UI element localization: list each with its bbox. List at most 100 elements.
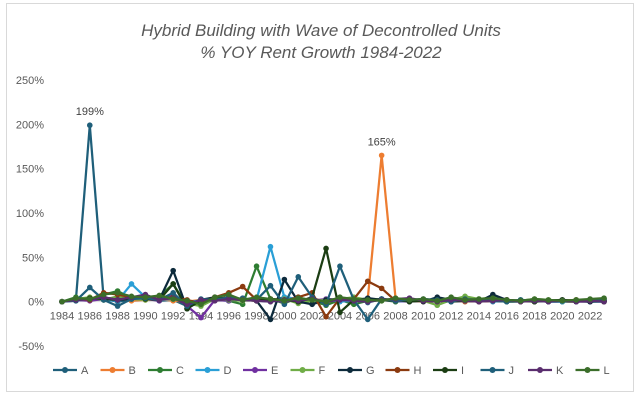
legend-item-I: I: [433, 365, 464, 377]
series-point-G: [170, 267, 176, 274]
data-label: 199%: [76, 106, 104, 118]
series-point-L: [462, 297, 468, 303]
legend-label: K: [556, 365, 564, 377]
series-point-J: [337, 263, 343, 270]
series-point-L: [156, 292, 163, 299]
series-point-E: [198, 314, 204, 321]
series-point-J: [295, 274, 302, 280]
series-layer: [59, 122, 607, 323]
series-point-L: [212, 294, 218, 301]
legend-label: E: [271, 365, 278, 377]
x-tick-label: 2022: [578, 311, 602, 323]
legend-label: F: [319, 365, 326, 377]
series-point-H: [239, 283, 246, 290]
y-axis-tick-labels: -50% 0% 50% 100% 150% 200% 250%: [16, 75, 44, 353]
legend-item-E: E: [243, 365, 278, 377]
series-point-L: [281, 297, 288, 304]
series-point-L: [295, 295, 302, 301]
data-label: 165%: [368, 136, 396, 148]
series-point-L: [490, 295, 496, 301]
series-point-J: [364, 316, 371, 323]
series-point-L: [170, 296, 176, 302]
x-tick-label: 2012: [439, 311, 463, 323]
x-axis-tick-labels: 1984198619881990199219941996199820002002…: [50, 311, 603, 323]
series-point-L: [587, 296, 593, 302]
legend-label: D: [224, 365, 232, 377]
series-point-L: [59, 298, 65, 305]
series-point-J: [114, 303, 121, 309]
series-point-L: [128, 293, 135, 300]
legend-item-B: B: [100, 365, 136, 377]
series-point-K: [114, 297, 121, 303]
series-point-L: [323, 298, 329, 305]
x-tick-label: 1998: [244, 311, 268, 323]
x-tick-label: 1990: [133, 311, 157, 323]
x-tick-label: 1984: [50, 311, 74, 323]
legend-label: I: [461, 365, 464, 377]
series-point-L: [198, 301, 204, 308]
y-tick-label: 50%: [22, 252, 44, 264]
x-tick-label: 1996: [217, 311, 241, 323]
legend-swatch-marker: [62, 367, 68, 373]
series-point-G: [281, 276, 288, 283]
series-point-K: [156, 297, 163, 303]
series-I: [59, 245, 607, 316]
series-point-I: [323, 245, 329, 252]
series-point-L: [337, 294, 343, 301]
x-tick-label: 2004: [328, 311, 352, 323]
series-point-G: [309, 301, 315, 308]
series-point-L: [351, 296, 357, 302]
series-point-L: [392, 295, 399, 301]
series-point-L: [601, 295, 607, 301]
series-point-L: [86, 296, 93, 302]
series-point-C: [253, 263, 260, 270]
series-point-L: [476, 296, 482, 302]
legend-label: J: [509, 365, 515, 377]
legend-swatch-marker: [252, 367, 258, 373]
series-point-K: [225, 296, 232, 302]
y-tick-label: 200%: [16, 119, 44, 131]
series-point-D: [128, 281, 135, 287]
legend-label: B: [129, 365, 136, 377]
legend-label: H: [414, 365, 422, 377]
series-L: [59, 290, 607, 308]
legend-item-C: C: [148, 365, 184, 377]
series-point-L: [406, 297, 413, 303]
series-point-L: [239, 297, 246, 303]
legend-swatch-marker: [157, 367, 163, 373]
series-point-L: [73, 295, 79, 301]
x-tick-label: 1992: [161, 311, 185, 323]
series-point-L: [114, 290, 121, 296]
legend-item-K: K: [528, 365, 564, 377]
series-point-D: [267, 243, 274, 250]
series-point-L: [545, 297, 552, 303]
chart-canvas: Hybrid Building with Wave of Decontrolle…: [16, 21, 610, 377]
series-point-L: [267, 296, 274, 302]
x-tick-label: 2010: [411, 311, 435, 323]
legend-swatch-marker: [584, 367, 591, 373]
series-point-L: [531, 296, 538, 302]
series-point-I: [170, 281, 176, 287]
series-point-L: [309, 297, 315, 303]
x-tick-label: 2016: [494, 311, 518, 323]
legend-swatch-marker: [442, 367, 448, 373]
series-point-J: [86, 284, 93, 291]
series-point-K: [198, 297, 204, 303]
legend-label: L: [604, 365, 610, 377]
series-point-L: [225, 291, 232, 298]
series-point-L: [517, 297, 524, 304]
chart-title-line-2: % YOY Rent Growth 1984-2022: [200, 43, 442, 62]
legend-item-D: D: [195, 365, 232, 377]
chart-frame: Hybrid Building with Wave of Decontrolle…: [6, 3, 634, 392]
series-point-L: [573, 297, 580, 303]
x-tick-label: 1986: [78, 311, 102, 323]
x-tick-label: 2020: [550, 311, 574, 323]
series-point-I: [337, 309, 343, 316]
series-point-L: [100, 291, 107, 298]
x-tick-label: 2000: [272, 311, 296, 323]
legend-swatch-marker: [347, 367, 353, 373]
legend-swatch-marker: [299, 367, 306, 373]
chart-title-line-1: Hybrid Building with Wave of Decontrolle…: [141, 21, 501, 40]
legend-swatch-marker: [109, 367, 116, 373]
series-point-L: [503, 297, 510, 303]
